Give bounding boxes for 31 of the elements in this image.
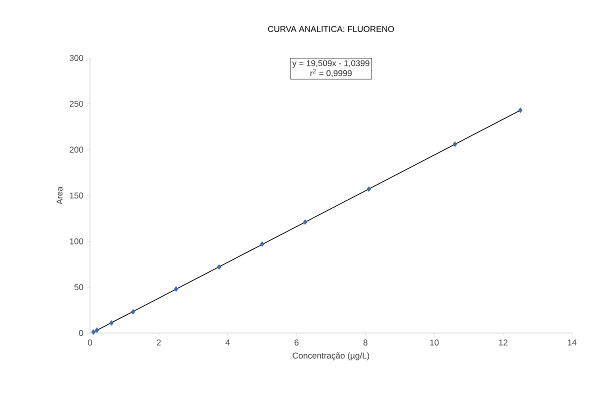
x-tick-label: 0 [88, 340, 92, 346]
point [452, 141, 458, 147]
x-tick-label: 14 [568, 340, 576, 346]
point [94, 327, 100, 334]
point [216, 264, 222, 270]
chart-title: CURVA ANALITICA: FLUORENO [268, 26, 394, 32]
x-axis-title: Concentração (µg/L) [292, 352, 370, 360]
point [518, 107, 523, 114]
y-tick-label: 150 [70, 192, 84, 198]
point [174, 286, 178, 292]
x-tick-label: 12 [499, 340, 508, 346]
point [260, 241, 264, 247]
point [130, 309, 136, 315]
y-tick-label: 200 [70, 146, 84, 153]
x-tick-label: 8 [363, 340, 368, 346]
y-tick-label: 0 [79, 330, 84, 336]
x-tick-label: 4 [226, 340, 230, 346]
y-tick-label: 100 [70, 238, 84, 244]
point [109, 320, 114, 326]
x-tick-label: 10 [430, 340, 439, 346]
point [91, 329, 96, 335]
point [303, 219, 308, 225]
annotation: y = 19,509x - 1,0399 [292, 60, 370, 68]
x-tick-label: 2 [156, 340, 161, 346]
point [366, 186, 372, 192]
x-tick-label: 6 [294, 340, 299, 346]
y-tick-label: 250 [70, 100, 84, 107]
y-axis-title: Area [56, 186, 63, 204]
annotation: r$^{2}$ = 0,9999 [310, 69, 352, 78]
y-tick-label: 300 [70, 55, 84, 61]
y-tick-label: 50 [74, 284, 84, 290]
